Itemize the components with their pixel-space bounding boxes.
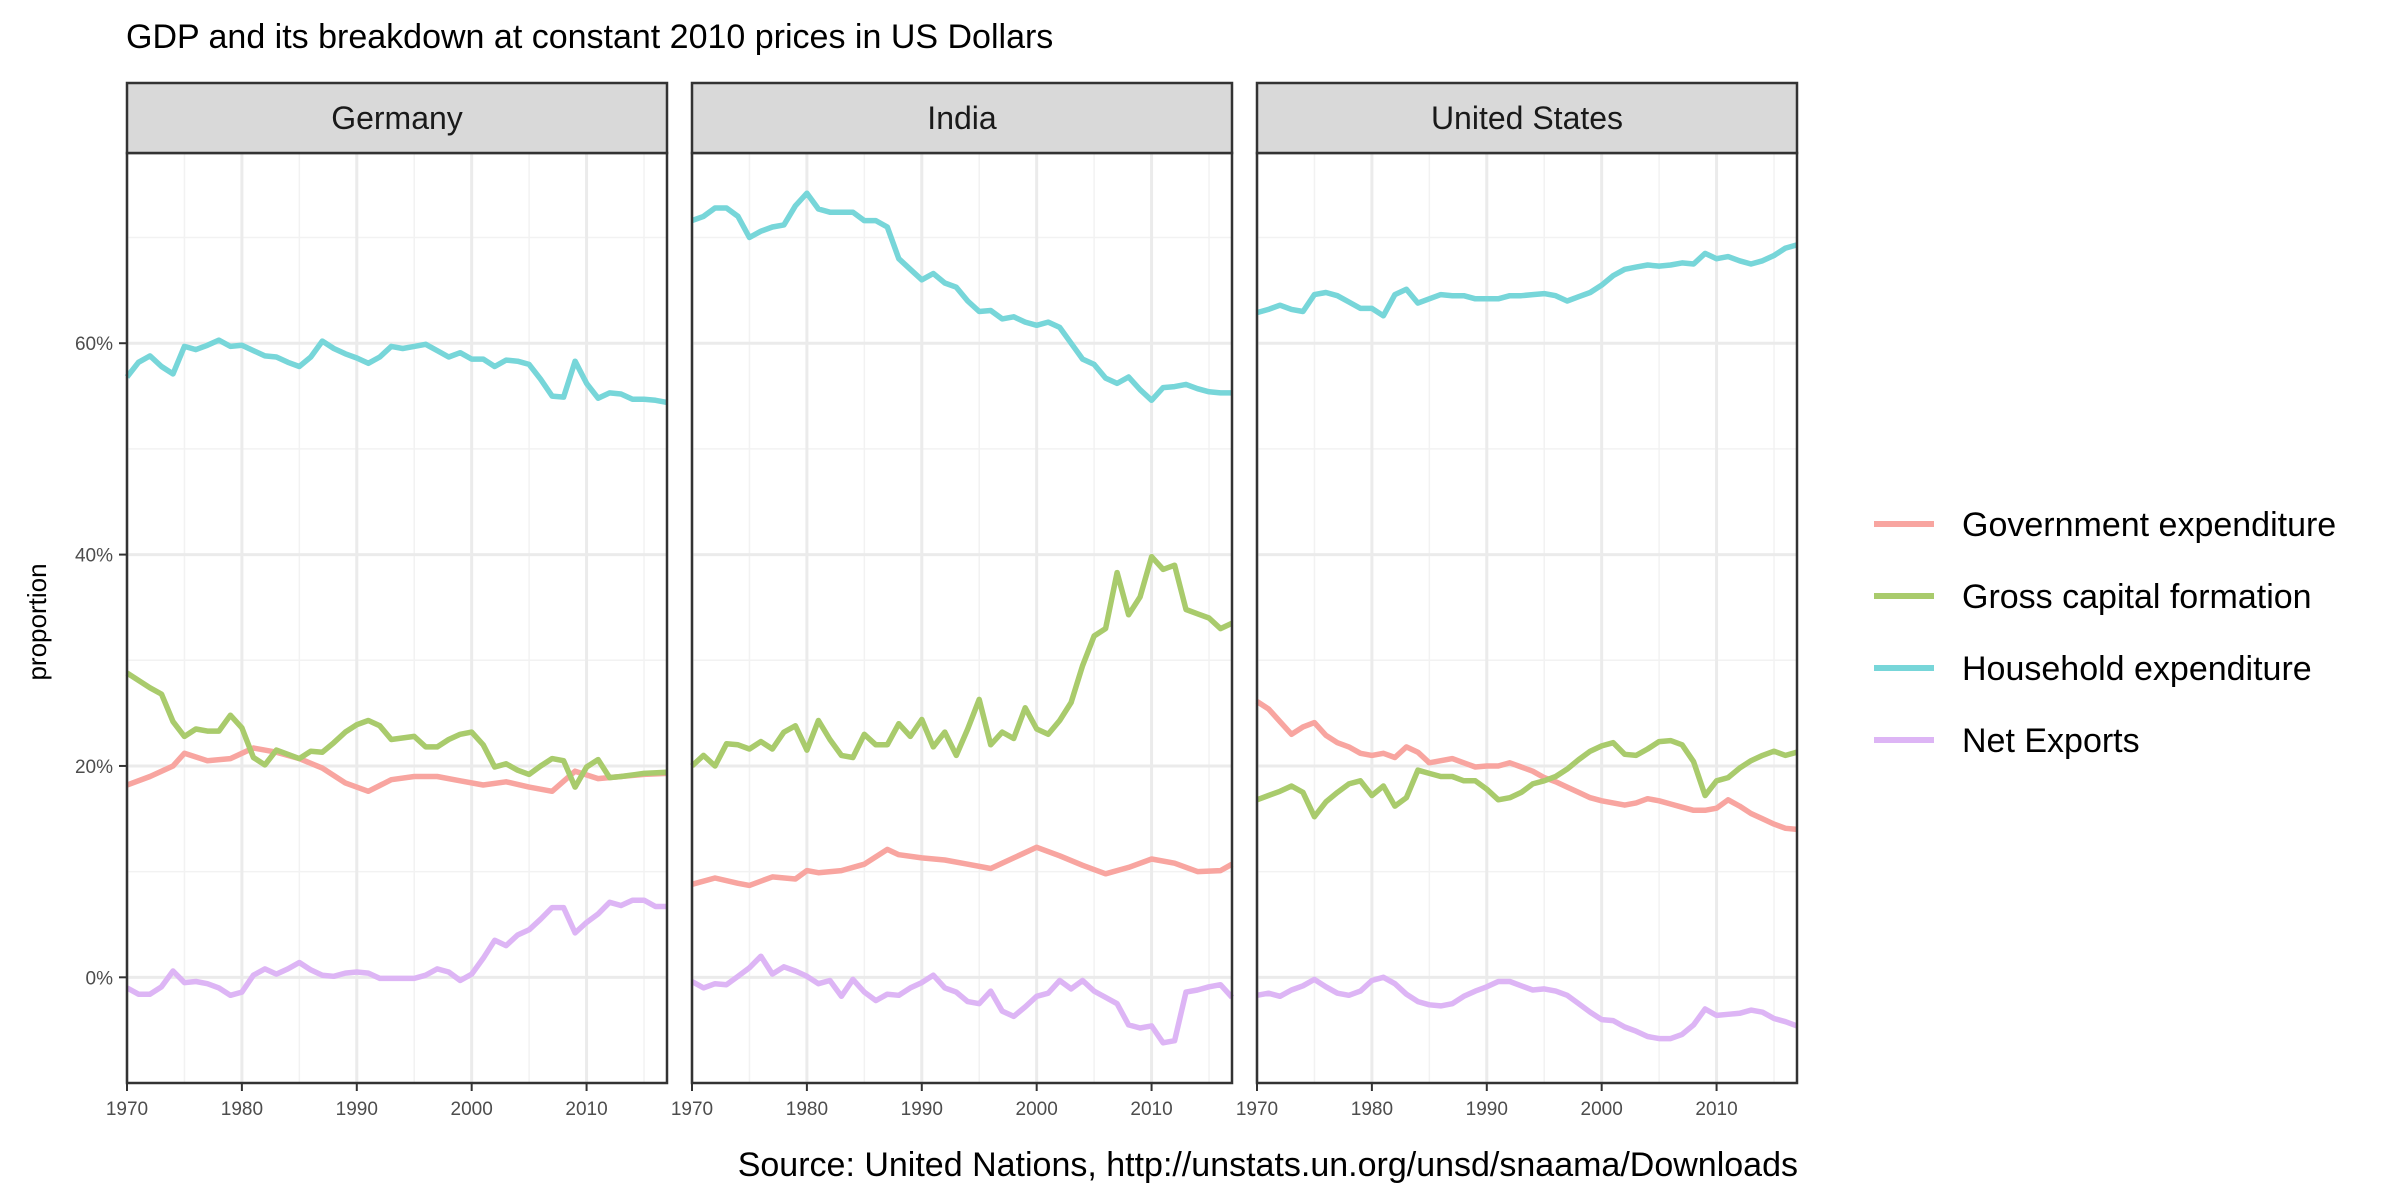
series-line-government-expenditure [126,745,668,795]
x-tick-label: 1980 [1351,1099,1393,1120]
panel-background [692,153,1232,1083]
x-tick-label: 1970 [1236,1099,1278,1120]
series-line-government-expenditure [1255,699,1798,833]
facet-strip [690,81,1234,155]
x-tick-label: 1980 [786,1099,828,1120]
facet-strip-label: United States [1431,100,1623,136]
x-tick-label: 2010 [565,1099,607,1120]
legend-item-gross-capital-formation: Gross capital formation [1874,578,2312,616]
y-tick-label: 20% [75,757,113,778]
x-tick-label: 1970 [106,1099,148,1120]
x-tick-label: 1990 [1466,1099,1508,1120]
facet-strip-label: Germany [331,100,463,136]
facet-strip [1255,81,1799,155]
x-tick-label: 2010 [1130,1099,1172,1120]
x-tick-label: 2010 [1695,1099,1737,1120]
x-tick-label: 2000 [1016,1099,1058,1120]
panel-background [1257,153,1797,1083]
legend-label: Government expenditure [1962,506,2336,544]
chart-title: GDP and its breakdown at constant 2010 p… [126,18,1053,56]
legend-label: Household expenditure [1962,650,2312,688]
x-tick-label: 2000 [451,1099,493,1120]
legend-label: Gross capital formation [1962,578,2312,616]
panel-india: India 1970 1980 1990 2000 2010 [671,81,1235,1120]
legend-label: Net Exports [1962,722,2140,760]
y-axis-label: proportion [22,563,52,680]
panel-united-states: United States 1970 1980 1990 2000 2010 [1236,81,1799,1120]
y-tick-label: 0% [86,968,114,989]
x-tick-label: 2000 [1581,1099,1623,1120]
x-tick-label: 1970 [671,1099,713,1120]
series-line-gross-capital-formation [1256,737,1798,820]
series-line-gross-capital-formation [690,553,1234,769]
series-line-household-expenditure [1256,242,1798,319]
series-line-net-exports [125,897,667,999]
facet-strip-label: India [927,100,997,136]
panels-layer: Germany 1970 1980 1990 2000 2010 0% 20% 40% 60% In… [75,81,1799,1120]
series-line-government-expenditure [691,844,1234,889]
legend: Government expenditure Gross capital form… [1874,506,2336,760]
y-tick-label: 40% [75,546,113,567]
x-tick-label: 1990 [901,1099,943,1120]
series-line-net-exports [1256,974,1798,1042]
series-line-household-expenditure [124,337,668,406]
legend-item-net-exports: Net Exports [1874,722,2140,760]
x-tick-label: 1980 [221,1099,263,1120]
series-line-household-expenditure [691,190,1232,404]
facet-strip [125,81,669,155]
series-line-gross-capital-formation [125,670,668,790]
x-tick-label: 1990 [336,1099,378,1120]
y-tick-label: 60% [75,334,113,355]
series-line-net-exports [690,953,1235,1046]
panel-germany: Germany 1970 1980 1990 2000 2010 0% 20% 40% 60% [75,81,669,1120]
legend-item-government-expenditure: Government expenditure [1874,506,2336,544]
chart-caption: Source: United Nations, http://unstats.u… [738,1146,1798,1184]
legend-item-household-expenditure: Household expenditure [1874,650,2312,688]
